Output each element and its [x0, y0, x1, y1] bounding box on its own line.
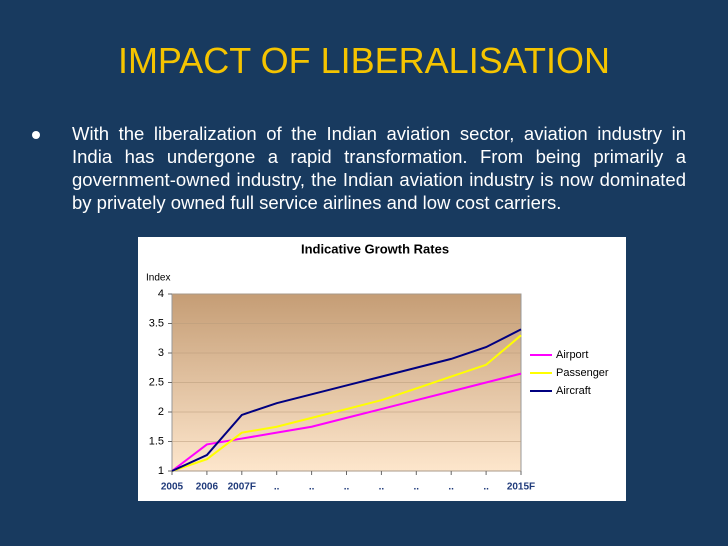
- x-tick-label: ..: [274, 482, 280, 493]
- y-axis-label: Index: [146, 273, 170, 284]
- x-tick-label: ..: [309, 482, 315, 493]
- x-tick-label: 2015F: [507, 482, 535, 493]
- x-tick-label: 2005: [161, 482, 184, 493]
- y-tick-label: 2: [158, 406, 164, 418]
- y-tick-label: 2.5: [149, 376, 164, 388]
- bullet-marker: [32, 131, 40, 139]
- x-tick-label: ..: [483, 482, 489, 493]
- x-tick-label: 2007F: [228, 482, 256, 493]
- slide-title: IMPACT OF LIBERALISATION: [117, 40, 611, 81]
- y-tick-label: 3: [158, 347, 164, 359]
- x-tick-label: ..: [414, 482, 420, 493]
- series-line: [171, 334, 522, 472]
- legend-label: Aircraft: [556, 385, 591, 397]
- series-line: [171, 328, 522, 472]
- chart-title: Indicative Growth Rates: [301, 241, 449, 256]
- y-tick-label: 3.5: [149, 317, 164, 329]
- x-tick-label: ..: [448, 482, 454, 493]
- bullet-text: With the liberalization of the Indian av…: [72, 123, 686, 213]
- x-tick-label: ..: [379, 482, 385, 493]
- y-tick-label: 4: [158, 288, 164, 300]
- legend-label: Passenger: [556, 367, 609, 379]
- y-tick-label: 1.5: [149, 435, 164, 447]
- y-tick-label: 1: [158, 465, 164, 477]
- x-tick-label: ..: [344, 482, 350, 493]
- legend-label: Airport: [556, 349, 588, 361]
- x-tick-label: 2006: [196, 482, 219, 493]
